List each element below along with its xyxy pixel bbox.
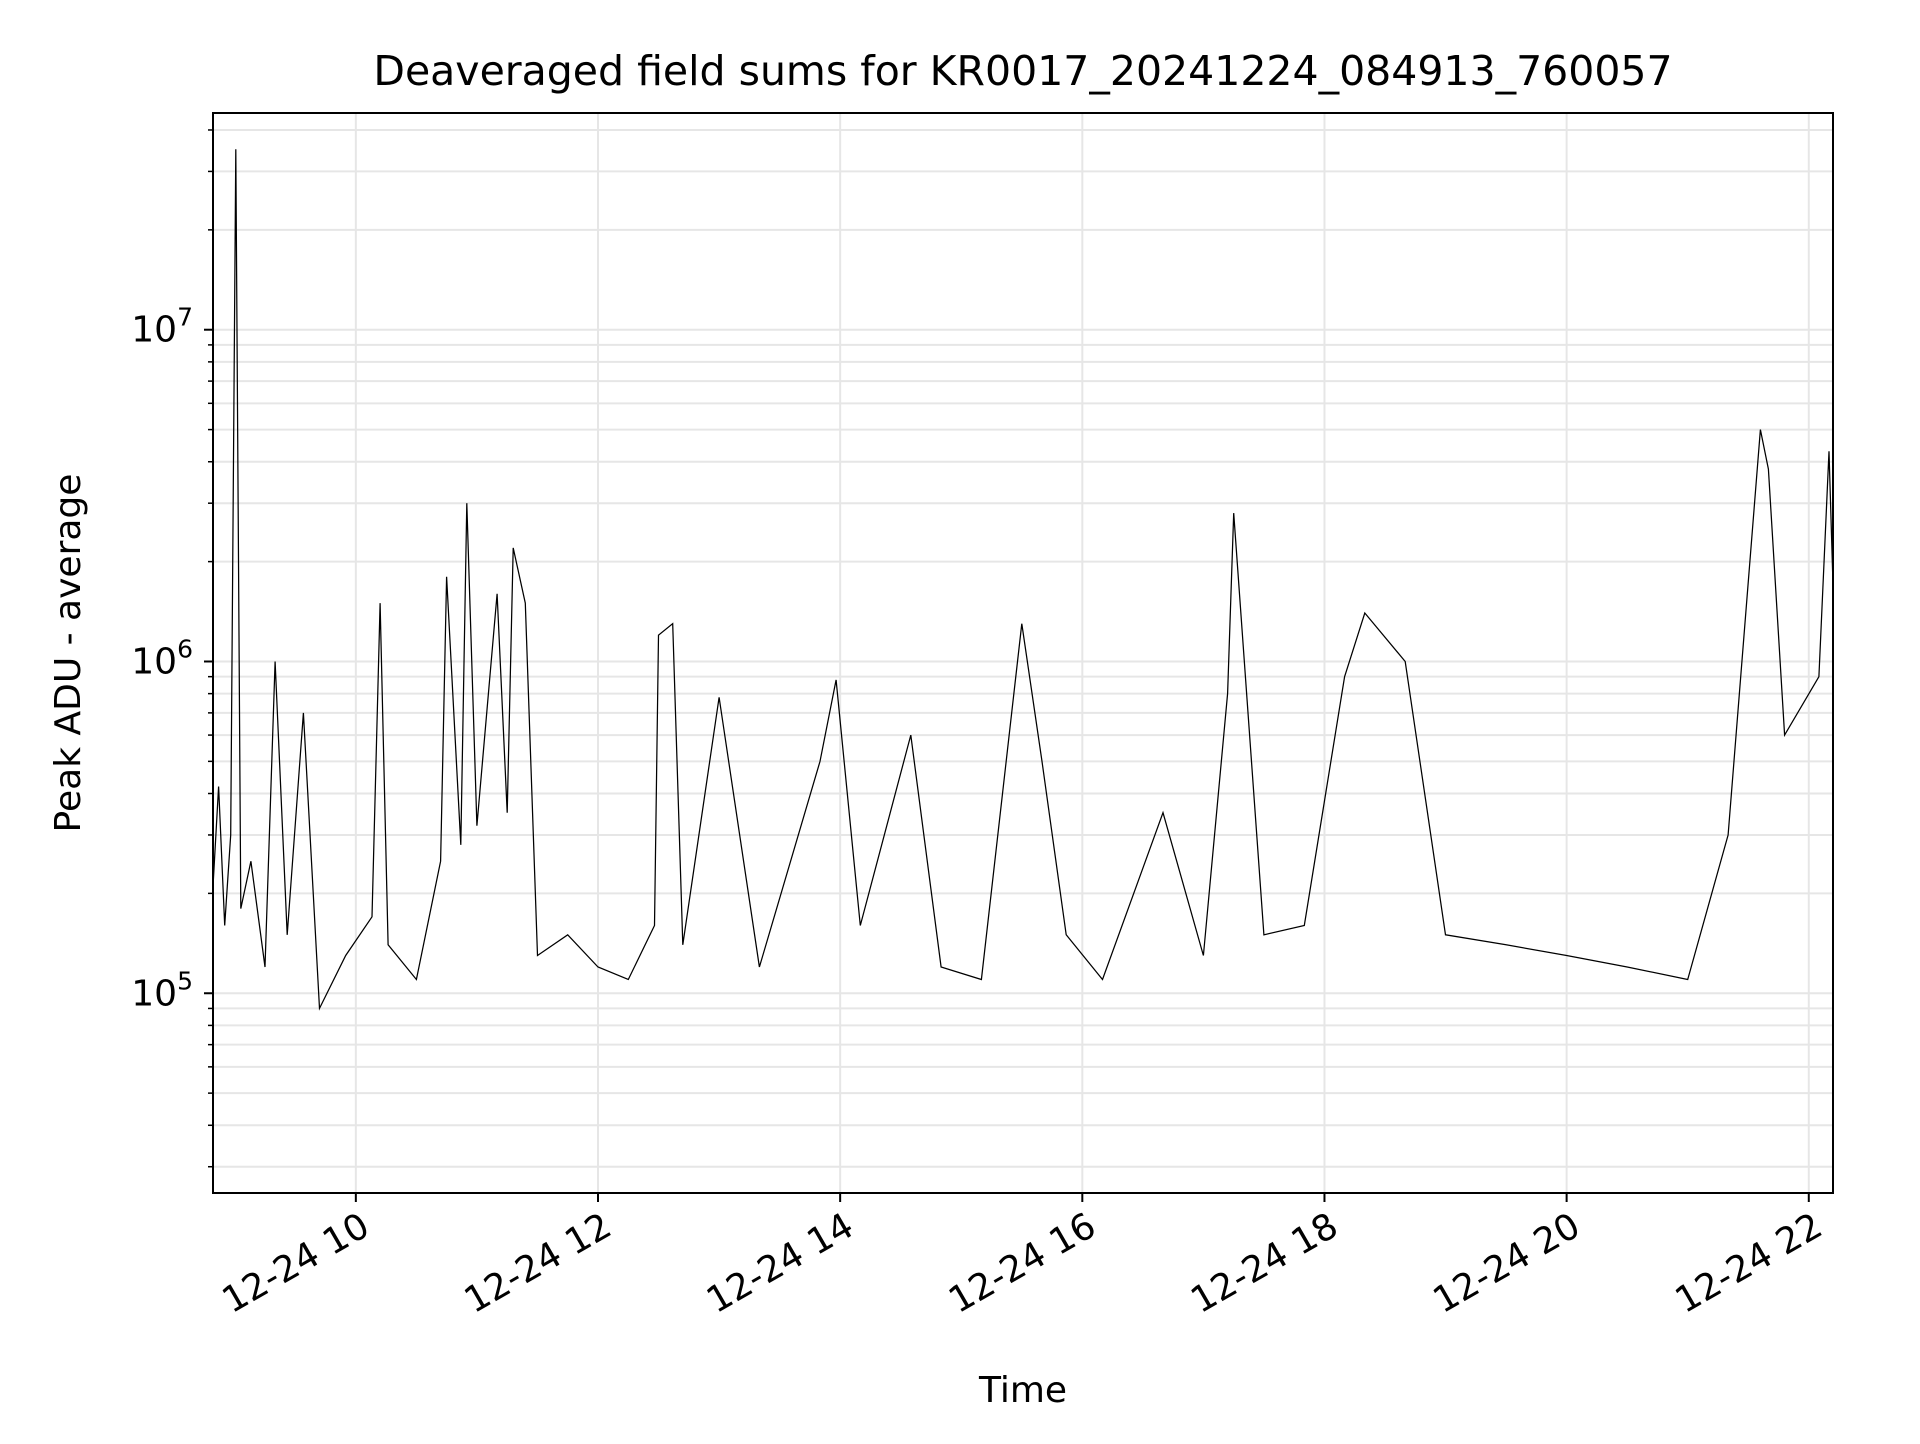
y-tick-label-exponent: 5 [177, 966, 193, 995]
y-tick-label: 106 [131, 634, 193, 682]
y-tick-label-base: 10 [131, 641, 177, 682]
y-axis-title: Peak ADU - average [48, 474, 89, 833]
series-line [212, 149, 1834, 1011]
y-tick-label: 107 [131, 303, 193, 351]
y-tick-label-base: 10 [131, 973, 177, 1014]
y-tick-label: 105 [131, 966, 193, 1014]
plot-area [212, 112, 1834, 1194]
y-tick-label-base: 10 [131, 310, 177, 351]
y-tick-label-exponent: 6 [177, 634, 193, 663]
x-axis-title: Time [978, 1370, 1067, 1411]
chart-title: Deaveraged field sums for KR0017_2024122… [373, 47, 1672, 95]
y-grid [213, 128, 1833, 1168]
x-grid [354, 113, 1810, 1193]
y-tick-label-exponent: 7 [177, 303, 193, 332]
